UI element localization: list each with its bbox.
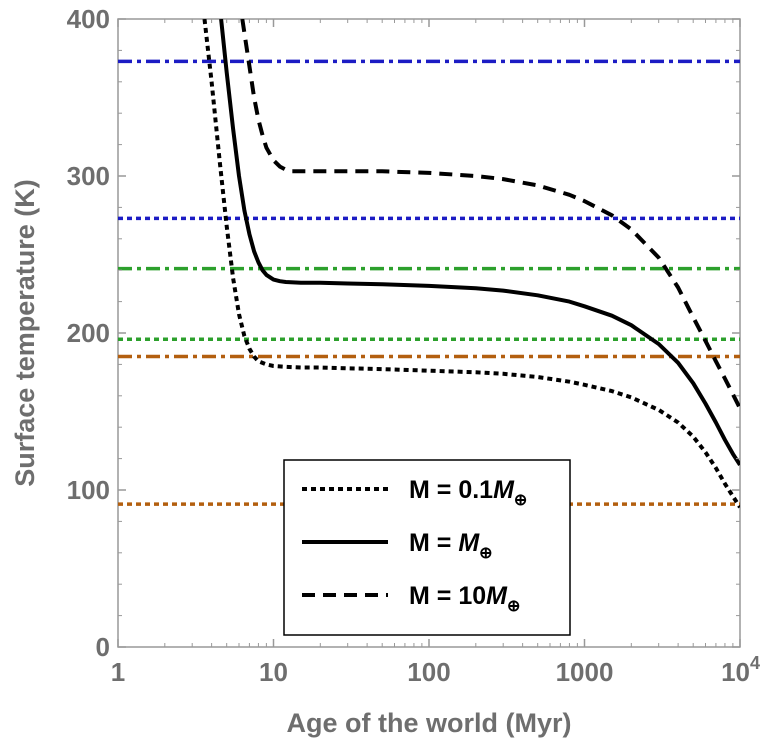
x-axis: 1 10 100 1000 104	[111, 19, 760, 687]
x-tick-label: 1	[111, 657, 125, 687]
series-10-earth-mass-line	[240, 19, 740, 410]
legend-entry-10-earth-mass: M = 10M⊕	[409, 582, 520, 615]
y-axis: 0 100 200 300 400	[67, 4, 740, 662]
series-0.1-earth-mass-line	[202, 19, 740, 509]
y-tick-label: 0	[96, 632, 110, 662]
y-axis-title: Surface temperature (K)	[10, 179, 40, 487]
series-lines	[202, 19, 740, 509]
x-axis-title: Age of the world (Myr)	[287, 708, 572, 738]
legend-entry-1-earth-mass: M = M⊕	[409, 529, 493, 562]
x-tick-label: 10	[259, 657, 288, 687]
y-tick-label: 300	[67, 161, 110, 191]
reference-lines	[118, 59, 740, 506]
x-tick-label: 100	[407, 657, 450, 687]
series-1-earth-mass-line	[219, 19, 740, 466]
x-tick-label: 104	[721, 653, 760, 687]
x-tick-label: 1000	[556, 657, 614, 687]
y-tick-label: 400	[67, 4, 110, 34]
y-tick-label: 100	[67, 475, 110, 505]
legend-entry-0.1-earth-mass: M = 0.1M⊕	[409, 476, 527, 509]
y-tick-label: 200	[67, 318, 110, 348]
legend: M = 0.1M⊕ M = M⊕ M = 10M⊕	[283, 459, 571, 636]
